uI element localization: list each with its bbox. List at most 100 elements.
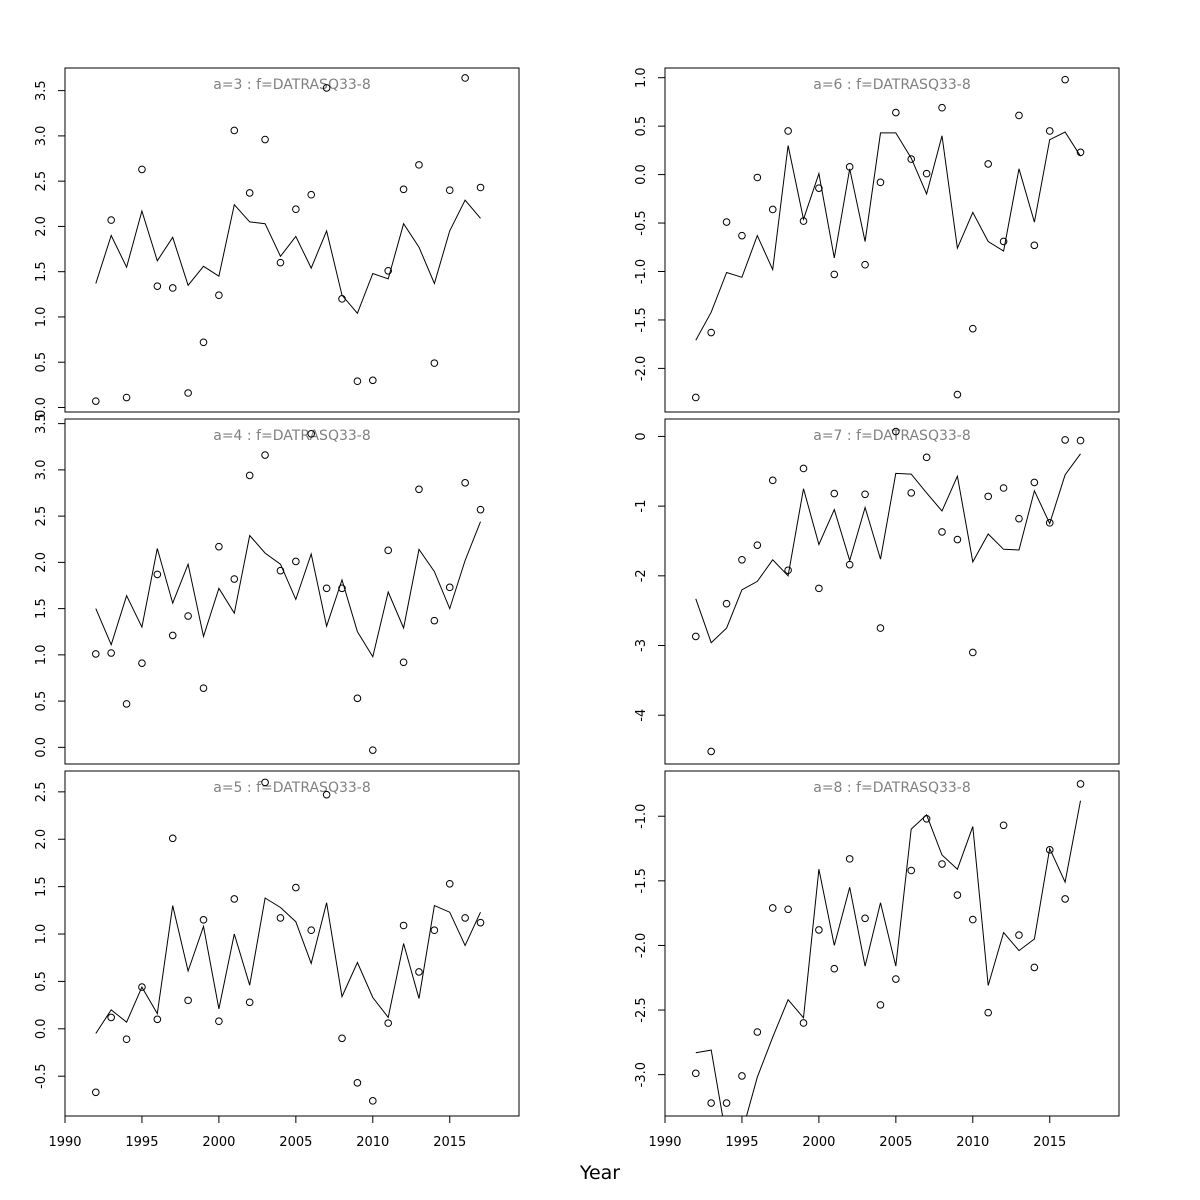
y-axis: -4 -3 -2 -1 0 [634, 432, 665, 722]
panel-title: a=7 : f=DATRASQ33-8 [813, 428, 971, 444]
y-tick-label: 1.5 [34, 876, 49, 897]
plot-frame [64, 418, 520, 765]
data-point [922, 815, 931, 823]
panel-title: a=3 : f=DATRASQ33-8 [213, 77, 371, 93]
x-tick-label: 2015 [433, 1135, 466, 1150]
data-point [799, 464, 808, 473]
data-point [476, 183, 485, 192]
x-axes: 1990 1995 2000 2005 2010 2015 1990 1995 2000 2005… [48, 1115, 1066, 1150]
data-point [722, 599, 731, 608]
observed-points [691, 780, 1085, 1107]
y-tick-label: -2.5 [634, 997, 649, 1022]
data-point [276, 258, 285, 267]
data-point [892, 975, 900, 983]
y-tick-label: 3.5 [34, 80, 49, 101]
data-point [1061, 436, 1069, 444]
data-point [738, 1072, 746, 1080]
observed-points [691, 427, 1085, 756]
y-axis: 0.0 0.5 1.0 1.5 2.0 2.5 3.0 3.5 [34, 413, 65, 758]
data-point [892, 427, 900, 436]
data-point [984, 492, 992, 501]
data-point [138, 983, 146, 991]
fitted-line [95, 897, 481, 1034]
data-point [353, 1079, 362, 1087]
panel-3: a=4 : f=DATRASQ33-8 0.0 0.5 1.0 1.5 2.0 2.5 3.0… [34, 413, 520, 765]
data-point [384, 1019, 392, 1027]
data-point [153, 1015, 162, 1024]
data-point [107, 1013, 115, 1022]
y-tick-label: 1.0 [34, 924, 49, 945]
data-point [168, 631, 177, 640]
data-point [292, 205, 300, 214]
y-tick-label: 2.0 [34, 552, 49, 573]
data-point [738, 231, 746, 240]
y-tick-label: 0.5 [634, 116, 649, 137]
data-point [768, 904, 777, 912]
data-point [784, 127, 792, 135]
data-point [1045, 519, 1054, 527]
y-tick-label: 2.5 [34, 506, 49, 527]
data-point [230, 575, 239, 583]
data-point [830, 964, 839, 973]
observed-points [91, 778, 485, 1105]
data-point [461, 74, 469, 82]
y-tick-label: 0.5 [34, 691, 49, 712]
y-tick-label: -3 [634, 639, 649, 652]
x-axis-label: Year [579, 1162, 620, 1184]
data-point [799, 217, 808, 225]
data-point [338, 295, 346, 303]
y-tick-label: -4 [634, 709, 649, 722]
data-point [968, 915, 977, 924]
data-point [153, 282, 162, 290]
data-point [292, 557, 300, 566]
plot-frame [664, 418, 1120, 765]
observed-points [91, 429, 485, 754]
y-tick-label: -1.0 [634, 804, 649, 829]
data-point [861, 490, 869, 499]
data-point [215, 291, 223, 300]
data-point [922, 453, 931, 462]
data-point [1045, 846, 1054, 854]
data-point [861, 914, 869, 923]
y-tick-label: 2.5 [34, 782, 49, 803]
data-point [691, 1069, 700, 1078]
data-point [784, 566, 792, 575]
data-point [353, 377, 362, 386]
x-tick-label: 2010 [356, 1135, 389, 1150]
data-point [445, 879, 454, 888]
data-point [722, 1099, 731, 1107]
fitted-line [695, 800, 1081, 1116]
data-point [938, 860, 946, 868]
y-tick-label: 3.5 [34, 413, 49, 434]
data-point [107, 649, 115, 657]
data-point [922, 169, 931, 178]
x-tick-label: 1990 [648, 1135, 681, 1150]
data-point [1030, 241, 1039, 250]
data-point [768, 476, 777, 485]
y-tick-label: -2.0 [634, 356, 649, 381]
data-point [245, 998, 254, 1007]
data-point [691, 393, 700, 402]
data-point [707, 328, 715, 337]
data-point [845, 855, 854, 863]
data-point [399, 921, 408, 930]
x-tick-label: 1995 [725, 1135, 758, 1150]
data-point [753, 1028, 762, 1036]
y-tick-label: 1.0 [34, 645, 49, 666]
y-tick-label: 0.0 [634, 164, 649, 185]
data-point [307, 190, 316, 199]
data-point [415, 968, 423, 976]
data-point [122, 1035, 131, 1044]
fitted-line [695, 131, 1081, 341]
panels: a=3 : f=DATRASQ33-8 0.0 0.5 1.0 1.5 2.0 2.5 3.0… [34, 67, 1120, 1117]
data-point [122, 700, 131, 708]
data-point [338, 584, 346, 593]
y-tick-label: -0.5 [34, 1064, 49, 1089]
data-point [215, 542, 223, 551]
data-point [722, 218, 731, 226]
data-point [399, 185, 408, 194]
data-point [276, 566, 285, 575]
data-point [184, 389, 192, 397]
